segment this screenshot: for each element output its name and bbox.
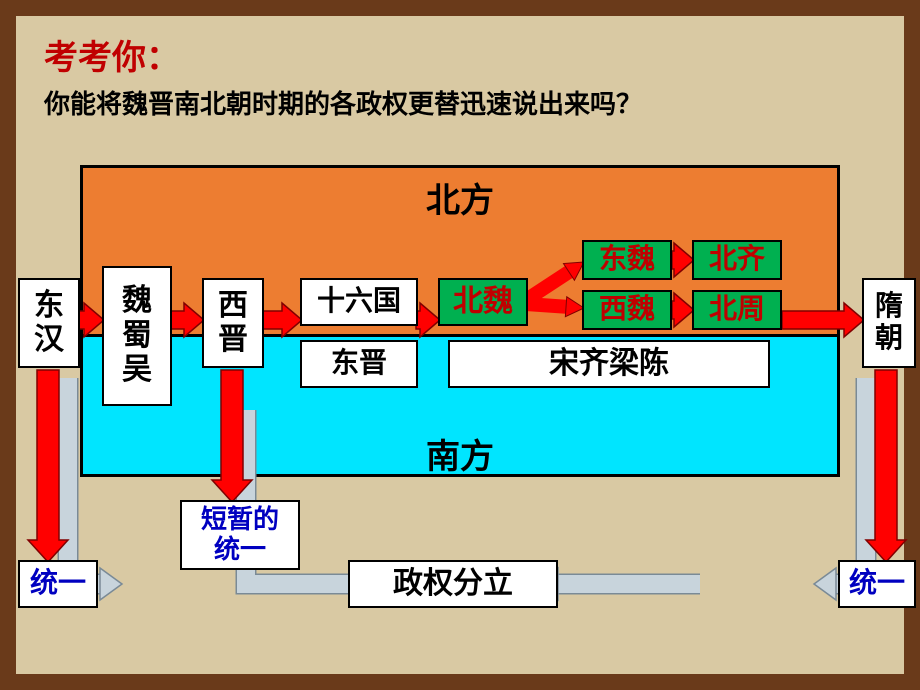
box-beiwei: 北魏: [438, 278, 528, 326]
box-donghan: 东 汉: [18, 278, 80, 368]
box-beiqi: 北齐: [692, 240, 782, 280]
box-dongwei: 东魏: [582, 240, 672, 280]
box-weishuwu: 魏 蜀 吴: [102, 266, 172, 406]
box-xiwei: 西魏: [582, 290, 672, 330]
box-tongyi_right: 统一: [838, 560, 916, 608]
box-dongjin: 东晋: [300, 340, 418, 388]
box-duanzan: 短暂的 统一: [180, 500, 300, 570]
box-tongyi_left: 统一: [18, 560, 98, 608]
box-xijin: 西 晋: [202, 278, 264, 368]
box-shiliuguo: 十六国: [300, 278, 418, 326]
box-fenli: 政权分立: [348, 560, 558, 608]
box-suichao: 隋 朝: [862, 278, 916, 368]
box-beizhou: 北周: [692, 290, 782, 330]
box-songqiliangchen: 宋齐梁陈: [448, 340, 770, 388]
